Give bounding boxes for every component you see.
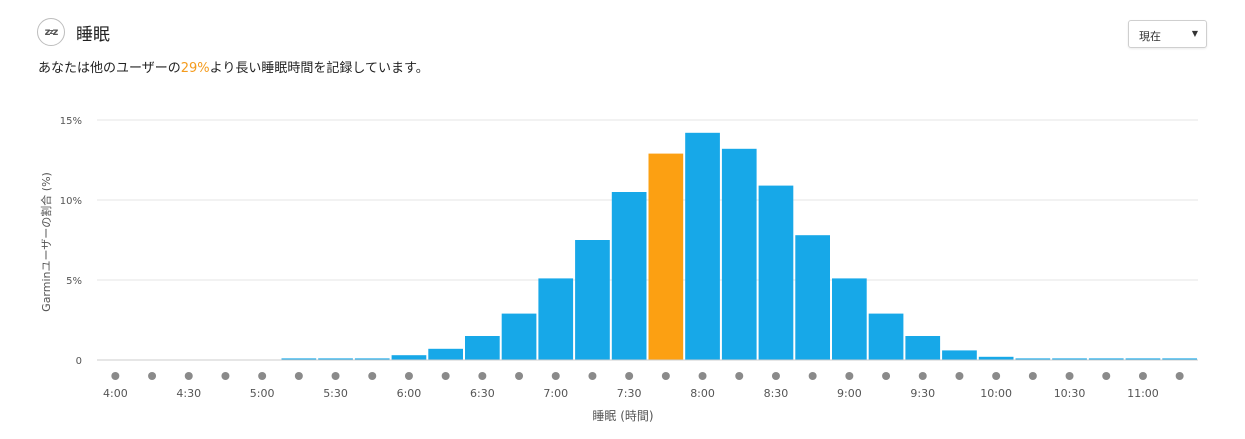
x-axis-dot <box>625 372 634 380</box>
x-tick-label: 7:30 <box>617 387 642 400</box>
y-tick-label: 0 <box>76 356 82 367</box>
summary-percent: 29% <box>180 61 210 76</box>
x-tick-label: 7:00 <box>543 387 568 400</box>
bar <box>354 358 390 360</box>
x-axis-dot <box>845 372 854 380</box>
bar <box>978 356 1014 360</box>
x-axis-dot <box>992 372 1001 380</box>
x-axis-dot <box>918 372 927 380</box>
bar <box>721 148 757 360</box>
x-axis-dot <box>735 372 744 380</box>
bar <box>281 358 317 360</box>
bar <box>318 358 353 360</box>
bar <box>1125 358 1161 360</box>
x-axis-dot <box>588 372 597 380</box>
x-axis-dot <box>441 372 450 380</box>
x-axis-dot <box>698 372 707 380</box>
bar <box>1052 358 1087 360</box>
bar <box>538 278 574 360</box>
bar <box>1088 358 1124 360</box>
bars <box>281 132 1197 360</box>
x-axis-dot <box>1175 372 1184 380</box>
period-select-value: 現在 <box>1139 30 1161 43</box>
x-axis-dot <box>148 372 157 380</box>
y-tick-label: 15% <box>60 116 82 127</box>
bar <box>1015 358 1051 360</box>
sleep-summary: あなたは他のユーザーの29%より長い睡眠時間を記録しています。 <box>38 57 429 76</box>
x-tick-label: 10:30 <box>1054 387 1086 400</box>
x-axis-label: 睡眠 (時間) <box>592 409 653 423</box>
bar <box>795 235 830 360</box>
bar <box>1162 358 1197 360</box>
x-axis-dot <box>404 372 413 380</box>
summary-suffix: より長い睡眠時間を記録しています。 <box>209 61 429 76</box>
x-tick-label: 11:00 <box>1127 387 1159 400</box>
y-axis-ticks: 0 5% 10% 15% <box>60 116 82 367</box>
x-tick-label: 8:00 <box>690 387 715 400</box>
period-select[interactable]: 現在 ▼ <box>1128 20 1207 48</box>
x-axis-dot <box>331 372 340 380</box>
x-axis-dot <box>1102 372 1111 380</box>
x-axis-dot <box>258 372 267 380</box>
bar <box>465 336 500 360</box>
x-axis-dot <box>1028 372 1037 380</box>
bar <box>648 153 684 360</box>
x-axis-dot <box>221 372 230 380</box>
page-title: 睡眠 <box>76 25 110 45</box>
bar <box>501 313 537 360</box>
x-tick-label: 4:30 <box>176 387 201 400</box>
bar <box>832 278 867 360</box>
y-tick-label: 10% <box>60 196 82 207</box>
x-tick-label: 9:30 <box>910 387 935 400</box>
x-axis-dot <box>955 372 964 380</box>
x-axis-ticks: 4:00 4:30 5:00 5:30 6:00 6:30 7:00 7:30 8:00 8:30… <box>103 387 1159 400</box>
gridlines <box>97 119 1198 281</box>
x-tick-label: 9:00 <box>837 387 862 400</box>
x-tick-label: 5:00 <box>250 387 275 400</box>
x-axis-dot <box>111 372 120 380</box>
x-axis-dot <box>882 372 891 380</box>
chevron-down-icon: ▼ <box>1191 29 1198 38</box>
y-axis-label: Garminユーザーの割合 (%) <box>39 172 53 312</box>
bar <box>868 313 904 360</box>
x-tick-label: 6:00 <box>397 387 422 400</box>
x-tick-label: 8:30 <box>764 387 789 400</box>
bar <box>685 132 720 360</box>
y-tick-label: 5% <box>66 276 82 287</box>
bar <box>611 192 647 360</box>
summary-prefix: あなたは他のユーザーの <box>38 61 181 76</box>
x-tick-label: 4:00 <box>103 387 128 400</box>
bar <box>905 336 941 360</box>
bar <box>428 348 463 360</box>
bar <box>575 240 610 360</box>
x-axis-dot <box>184 372 193 380</box>
x-tick-label: 10:00 <box>980 387 1012 400</box>
x-tick-label: 6:30 <box>470 387 495 400</box>
x-axis-dot <box>551 372 560 380</box>
x-axis-dot <box>368 372 377 380</box>
bar <box>391 355 427 360</box>
x-axis-dot <box>515 372 524 380</box>
x-axis-dot <box>294 372 303 380</box>
x-axis-dot <box>1065 372 1074 380</box>
bar <box>758 185 794 360</box>
x-axis-dot <box>1138 372 1147 380</box>
x-axis-dots <box>111 372 1184 380</box>
x-axis-dot <box>661 372 670 380</box>
x-axis-dot <box>808 372 817 380</box>
x-tick-label: 5:30 <box>323 387 348 400</box>
x-axis-dot <box>771 372 780 380</box>
bar <box>942 350 977 360</box>
x-axis-dot <box>478 372 487 380</box>
